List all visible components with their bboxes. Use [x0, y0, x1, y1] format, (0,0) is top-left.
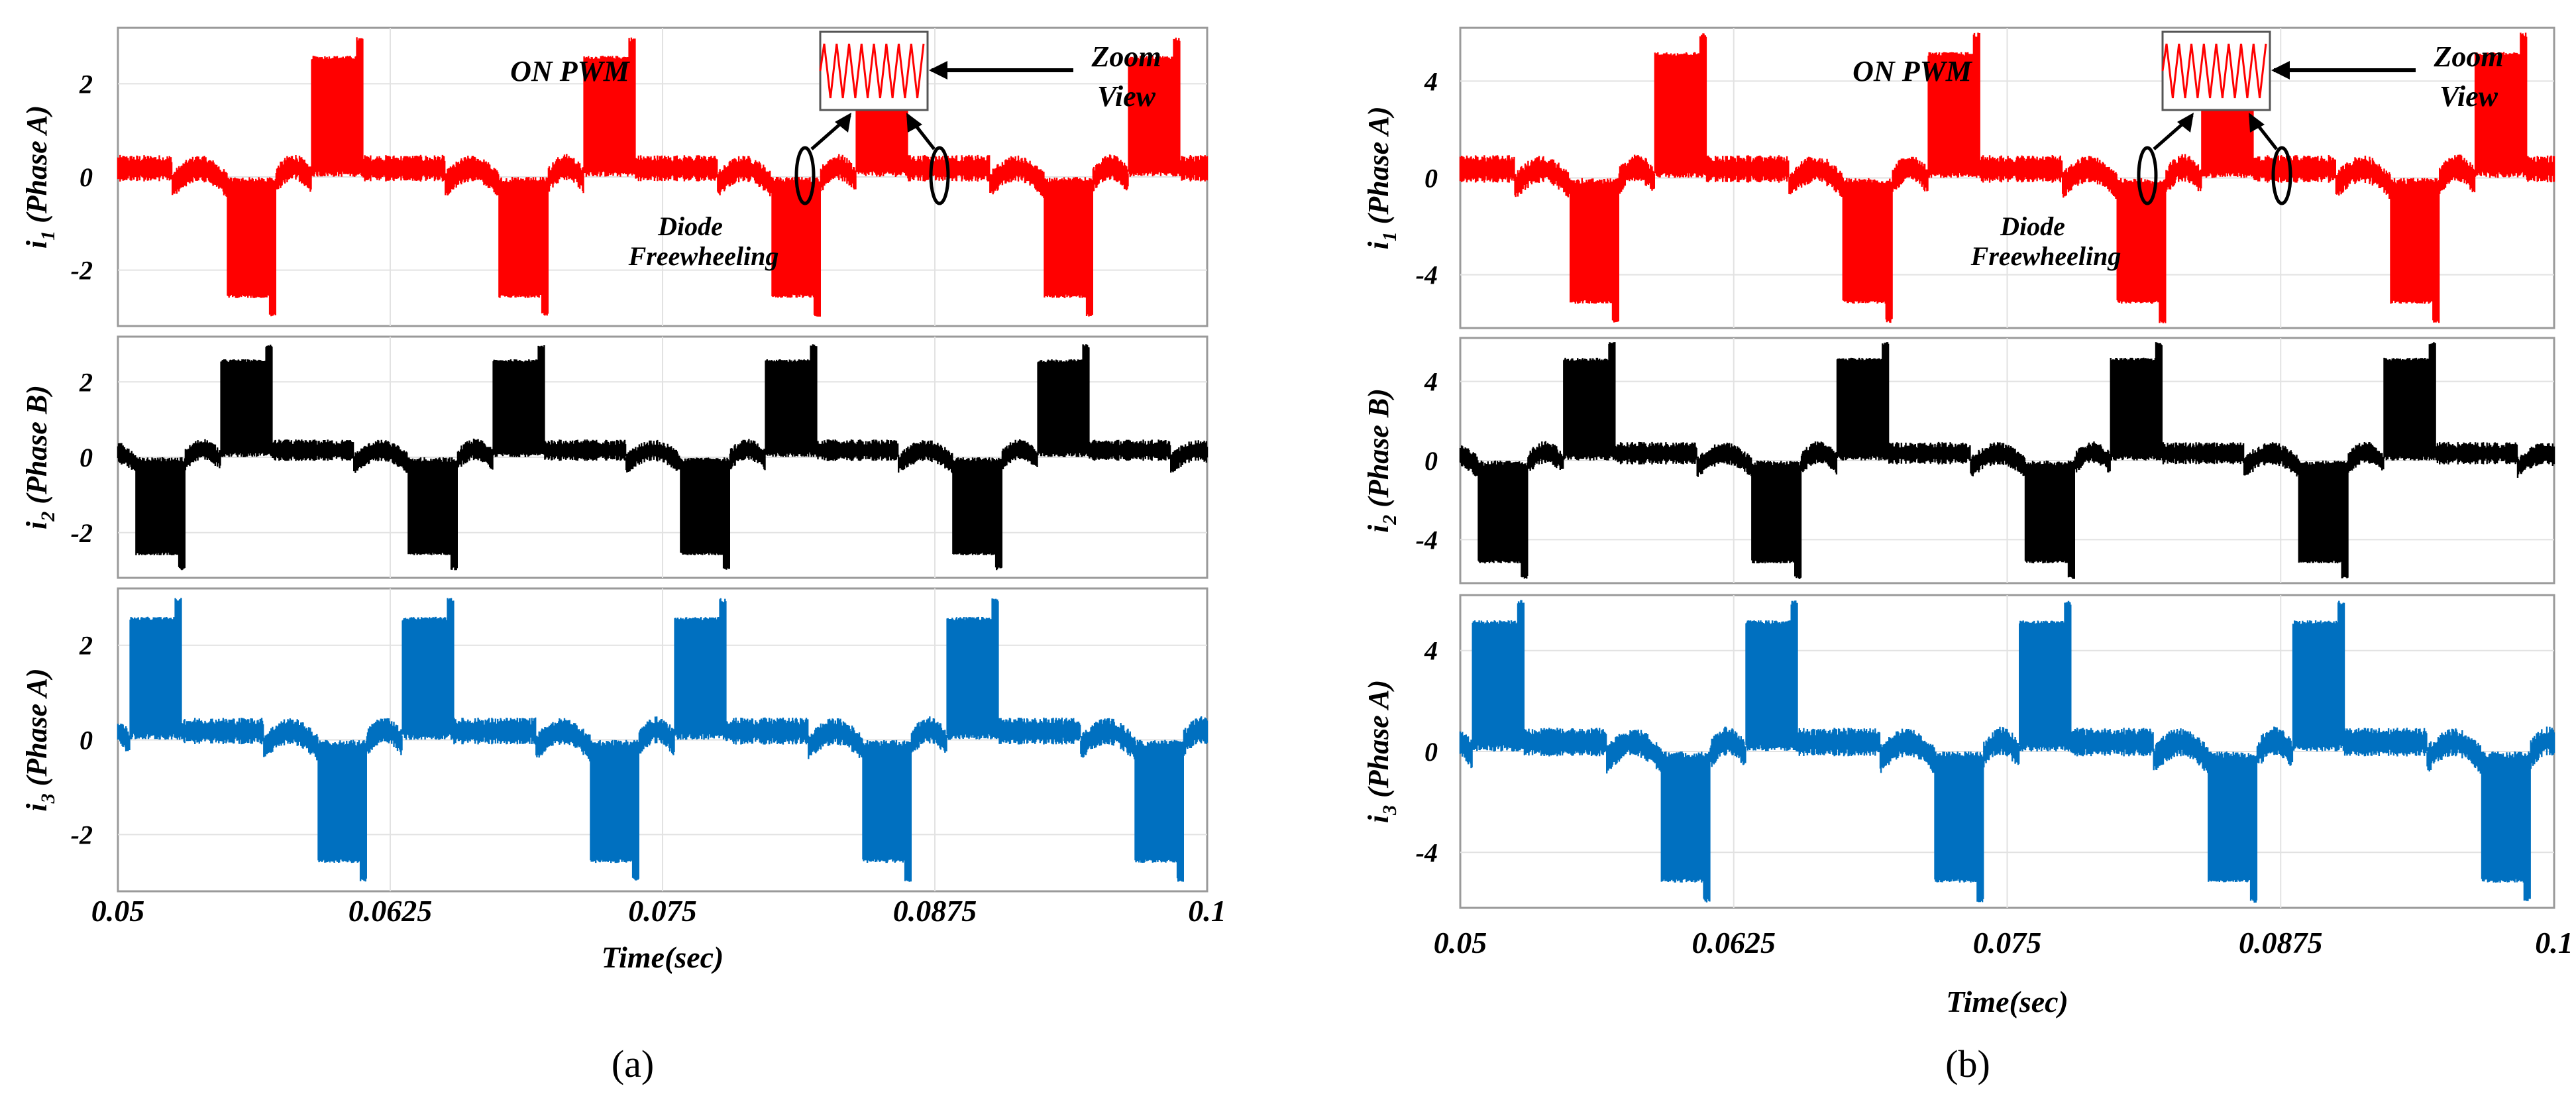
freewheeling-marker [929, 146, 950, 205]
zoom-inset-waveform [2161, 43, 2267, 99]
x-tick-label: 0.1 [1188, 894, 1226, 928]
series-i2 [117, 344, 1208, 571]
zoom-inset-box [819, 30, 929, 111]
y-label-subscript: 1 [37, 231, 59, 241]
x-tick-label: 0.0875 [2239, 926, 2323, 960]
subplot-i3: 4 0 -4 i3 (Phase A) [1362, 594, 2555, 909]
annotation-view: View [1097, 80, 1156, 113]
y-label-symbol: i [21, 521, 53, 529]
x-tick-label: 0.0875 [893, 894, 977, 928]
y-tick-label: -2 [71, 518, 93, 548]
inset-arrow-head [2249, 113, 2265, 133]
subplot-i3: 2 0 -2 i3 (Phase A) [21, 587, 1208, 893]
freewheeling-marker [2271, 146, 2292, 205]
subplot-i1: 2 0 -2 i1 (Phase A) [21, 27, 1208, 327]
y-axis-label: i3 (Phase A) [1362, 680, 1401, 823]
panel-b: 40-4i1 (Phase A)40-4i2 (Phase B)40-4i3 (… [1362, 27, 2573, 1085]
y-tick-label: 2 [79, 69, 93, 99]
y-tick-label: 0 [80, 726, 93, 755]
x-tick-label: 0.075 [628, 894, 697, 928]
y-tick-label: -2 [71, 256, 93, 286]
y-axis-label: i1 (Phase A) [1362, 106, 1401, 249]
y-tick-label: 4 [1424, 367, 1438, 397]
zoom-arrow-head [2271, 61, 2290, 80]
x-tick-label: 0.0625 [349, 894, 433, 928]
subplot-i1: 4 0 -4 i1 (Phase A) [1362, 27, 2555, 329]
annotation-diode: Diode [657, 211, 723, 241]
y-tick-label: 4 [1424, 636, 1438, 666]
y-tick-label: 2 [79, 631, 93, 661]
panel-caption: (b) [1945, 1042, 1990, 1085]
zoom-inset-box [2161, 30, 2271, 111]
y-tick-label: 2 [79, 367, 93, 397]
y-label-symbol: i [1362, 524, 1395, 533]
y-tick-label: 4 [1424, 66, 1438, 96]
y-label-symbol: i [21, 240, 53, 248]
inset-arrow-head [906, 113, 922, 133]
panel-a: 20-2i1 (Phase A)20-2i2 (Phase B)20-2i3 (… [21, 27, 1226, 1085]
y-tick-label: 0 [80, 443, 93, 472]
inset-arrow-head [835, 113, 851, 133]
panel-caption: (a) [612, 1042, 654, 1085]
series-i2 [1459, 342, 2555, 579]
x-axis-label: Time(sec) [602, 940, 724, 974]
y-label-phase: (Phase A) [21, 105, 53, 231]
y-label-phase: (Phase B) [1362, 388, 1395, 515]
y-axis-label: i2 (Phase B) [21, 385, 59, 529]
y-tick-label: 0 [1424, 737, 1438, 767]
x-tick-label: 0.05 [1434, 926, 1487, 960]
y-tick-label: 0 [80, 162, 93, 192]
y-tick-label: -4 [1416, 525, 1438, 555]
y-label-symbol: i [1362, 241, 1395, 250]
inset-arrow-head [2177, 113, 2194, 133]
annotation-diode: Diode [2000, 211, 2065, 241]
freewheeling-marker [794, 146, 816, 205]
annotation-zoom: Zoom [2433, 40, 2503, 73]
annotation-on-pwm: ON PWM [510, 55, 631, 87]
y-tick-label: 0 [1424, 446, 1438, 476]
subplot-i2: 4 0 -4 i2 (Phase B) [1362, 337, 2555, 584]
x-axis-label: Time(sec) [1946, 985, 2068, 1019]
subplot-i2: 20-2i2 (Phase B) [21, 335, 1208, 579]
y-label-subscript: 2 [37, 512, 59, 522]
x-tick-label: 0.05 [91, 894, 145, 928]
y-label-subscript: 1 [1379, 231, 1401, 241]
annotation-view: View [2440, 80, 2498, 113]
series-i3 [117, 598, 1208, 882]
y-label-phase: (Phase A) [1362, 680, 1395, 805]
y-tick-label: 0 [1424, 164, 1438, 193]
zoom-inset-waveform [819, 43, 925, 99]
x-tick-label: 0.0625 [1692, 926, 1776, 960]
y-axis-label: i2 (Phase B) [1362, 388, 1401, 533]
freewheeling-marker [2137, 146, 2158, 205]
annotation-freewheeling: Freewheeling [1970, 241, 2121, 271]
y-axis-label: i3 (Phase A) [21, 668, 59, 811]
y-tick-label: -4 [1416, 260, 1438, 290]
zoom-arrow-head [929, 61, 947, 80]
y-label-symbol: i [21, 803, 53, 812]
series-i1 [117, 37, 1208, 317]
y-label-symbol: i [1362, 814, 1395, 823]
annotation-freewheeling: Freewheeling [628, 241, 779, 271]
series-i3 [1459, 600, 2555, 903]
x-tick-label: 0.1 [2535, 926, 2573, 960]
y-axis-label: i1 (Phase A) [21, 105, 59, 248]
y-label-phase: (Phase A) [21, 668, 53, 793]
annotation-on-pwm: ON PWM [1852, 55, 1973, 87]
series-i1 [1459, 32, 2555, 323]
x-tick-label: 0.075 [1973, 926, 2042, 960]
y-label-subscript: 2 [1379, 515, 1401, 525]
y-label-phase: (Phase A) [1362, 106, 1395, 231]
annotation-zoom: Zoom [1091, 40, 1161, 73]
y-tick-label: -4 [1416, 838, 1438, 867]
y-tick-label: -2 [71, 820, 93, 850]
y-label-subscript: 3 [1379, 805, 1401, 816]
y-label-subscript: 3 [37, 793, 59, 804]
y-label-phase: (Phase B) [21, 385, 53, 512]
